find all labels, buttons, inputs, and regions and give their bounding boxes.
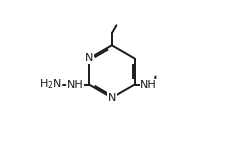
Text: NH: NH bbox=[140, 80, 157, 90]
Text: H$_2$N: H$_2$N bbox=[39, 78, 62, 92]
Text: N: N bbox=[108, 93, 116, 103]
Text: N: N bbox=[85, 53, 93, 63]
Text: NH: NH bbox=[67, 80, 83, 90]
